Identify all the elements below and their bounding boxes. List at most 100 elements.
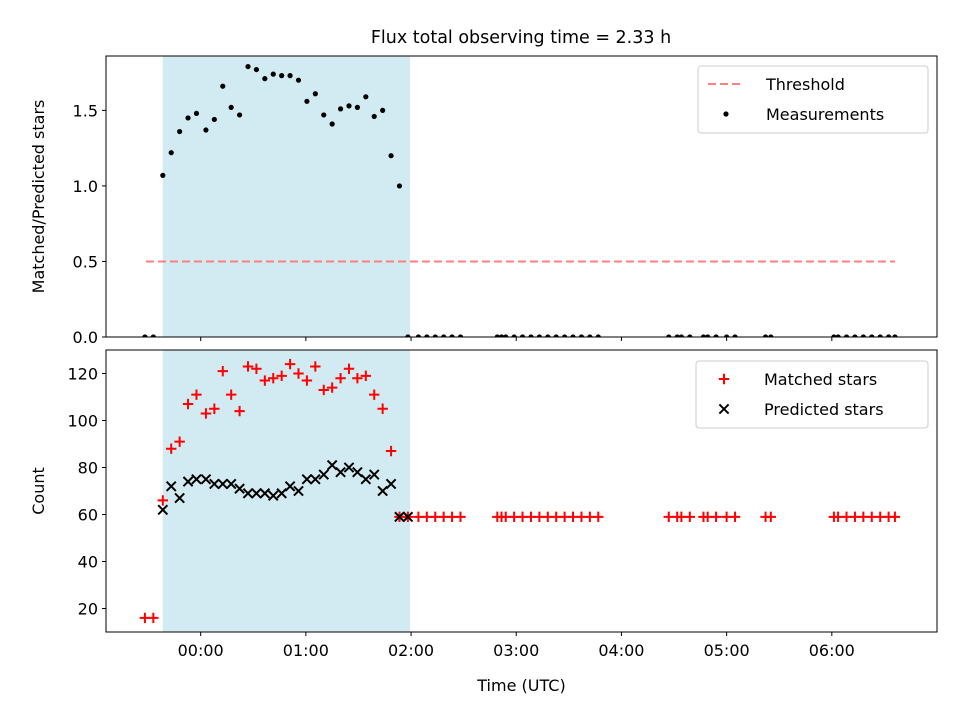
legend-item: Measurements bbox=[723, 105, 884, 124]
data-point bbox=[587, 334, 593, 337]
y-tick-label: 60 bbox=[78, 506, 98, 525]
data-point bbox=[562, 334, 568, 337]
legend: Matched stars Predicted stars bbox=[695, 360, 929, 429]
data-point bbox=[762, 334, 769, 337]
data-point bbox=[293, 368, 304, 379]
y-axis-label: Count bbox=[29, 467, 48, 515]
data-point bbox=[329, 121, 335, 127]
axes-frame bbox=[105, 55, 938, 338]
x-tick-label: 03:00 bbox=[493, 641, 539, 660]
data-point bbox=[886, 334, 892, 337]
data-point bbox=[326, 459, 338, 471]
data-point bbox=[270, 71, 276, 77]
data-point bbox=[595, 334, 601, 337]
data-point bbox=[666, 334, 672, 337]
data-point bbox=[732, 334, 738, 337]
data-point bbox=[377, 403, 388, 414]
y-axis-label: Matched/Predicted stars bbox=[29, 100, 48, 294]
data-point bbox=[295, 77, 302, 83]
data-point bbox=[220, 83, 226, 89]
data-point bbox=[343, 462, 355, 473]
data-point bbox=[335, 373, 346, 384]
data-point bbox=[276, 370, 287, 382]
data-point bbox=[674, 334, 680, 337]
data-point bbox=[570, 334, 576, 337]
data-point bbox=[396, 183, 403, 189]
observing-window-shade bbox=[162, 56, 410, 337]
data-point bbox=[705, 334, 711, 337]
data-point bbox=[262, 76, 268, 82]
data-point bbox=[457, 334, 464, 337]
plot-area bbox=[139, 350, 901, 632]
y-tick-label: 1.5 bbox=[73, 101, 98, 120]
data-point bbox=[185, 115, 191, 121]
data-point bbox=[553, 334, 559, 337]
x-tick-label: 01:00 bbox=[283, 641, 329, 660]
data-point bbox=[729, 511, 741, 523]
data-point bbox=[545, 334, 551, 337]
data-point bbox=[449, 334, 455, 337]
data-point bbox=[279, 73, 285, 79]
data-point bbox=[245, 63, 251, 70]
data-point bbox=[337, 106, 344, 112]
data-point bbox=[318, 384, 329, 396]
data-point bbox=[860, 334, 866, 337]
data-point bbox=[678, 334, 684, 337]
x-tick-label: 04:00 bbox=[598, 641, 644, 660]
x-tick-label: 05:00 bbox=[704, 641, 750, 660]
legend: Threshold Measurements bbox=[697, 65, 929, 134]
data-point bbox=[234, 405, 245, 417]
data-point bbox=[354, 104, 361, 110]
legend-label: Measurements bbox=[766, 105, 884, 124]
data-point bbox=[768, 334, 774, 337]
data-point bbox=[182, 398, 194, 410]
data-point bbox=[157, 504, 169, 516]
data-point bbox=[368, 469, 380, 480]
data-point bbox=[225, 478, 237, 490]
data-point bbox=[346, 103, 352, 109]
y-tick-label: 0.0 bbox=[73, 328, 98, 347]
series-matched-stars bbox=[139, 358, 901, 624]
series-measurements bbox=[142, 63, 898, 337]
data-point bbox=[301, 473, 313, 485]
legend-swatch bbox=[718, 373, 730, 385]
data-point bbox=[593, 511, 604, 523]
data-point bbox=[157, 495, 169, 506]
data-point bbox=[191, 389, 202, 400]
data-point bbox=[310, 473, 321, 485]
data-point bbox=[267, 490, 279, 502]
data-point bbox=[852, 334, 858, 337]
data-point bbox=[511, 334, 517, 337]
data-point bbox=[519, 334, 526, 337]
data-point bbox=[301, 375, 313, 386]
data-point bbox=[217, 365, 228, 377]
data-point bbox=[209, 403, 220, 414]
data-point bbox=[343, 363, 355, 374]
data-point bbox=[160, 172, 166, 178]
legend-swatch bbox=[718, 403, 730, 415]
data-point bbox=[211, 116, 217, 123]
data-point bbox=[494, 334, 500, 337]
data-point bbox=[441, 334, 447, 337]
data-point bbox=[318, 469, 330, 480]
data-point bbox=[150, 334, 156, 337]
data-point bbox=[234, 483, 245, 494]
data-point bbox=[203, 127, 209, 133]
legend-item: Predicted stars bbox=[718, 400, 884, 419]
data-point bbox=[310, 361, 321, 372]
series-predicted-stars bbox=[157, 459, 414, 523]
bottom-panel: 20 40 60 80 100 120 00:00 01:00 02:00 03:00 04:00 0… bbox=[29, 349, 938, 695]
plot-area bbox=[142, 56, 898, 337]
data-point bbox=[352, 466, 363, 478]
data-point bbox=[536, 334, 542, 337]
data-point bbox=[168, 150, 174, 156]
figure-title: Flux total observing time = 2.33 h bbox=[371, 28, 671, 48]
data-point bbox=[335, 466, 346, 478]
y-tick-label: 100 bbox=[67, 412, 98, 431]
data-point bbox=[360, 370, 372, 382]
data-point bbox=[193, 110, 200, 117]
x-axis-label: Time (UTC) bbox=[476, 676, 565, 695]
legend-label: Threshold bbox=[765, 75, 845, 94]
data-point bbox=[217, 478, 229, 490]
data-point bbox=[503, 334, 509, 337]
